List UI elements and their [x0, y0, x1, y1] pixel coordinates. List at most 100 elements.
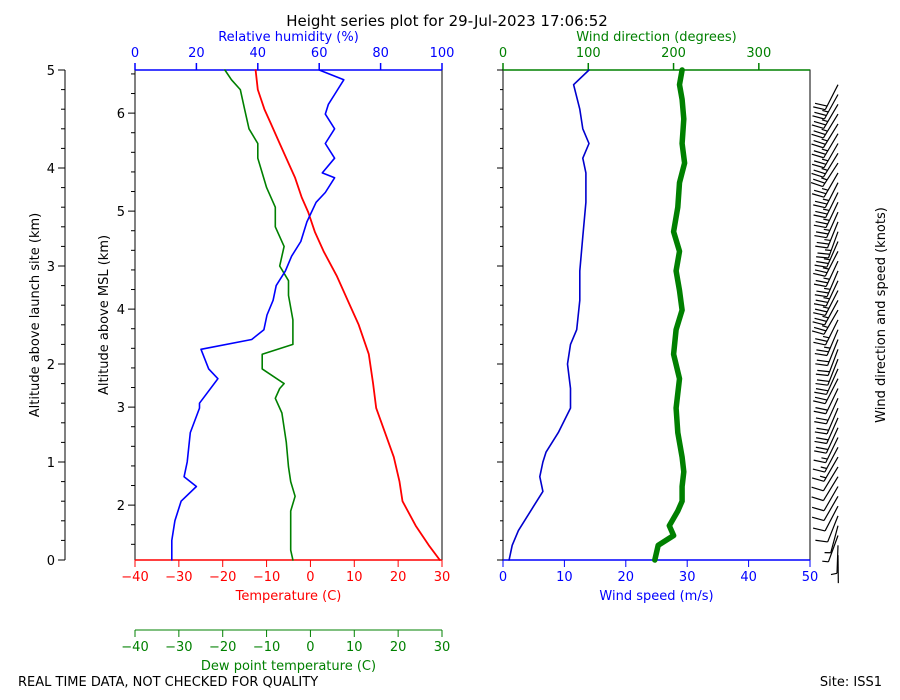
wind-speed-tick-label: 40 — [740, 570, 757, 585]
altitude-launch-label: Altitude above launch site (km) — [28, 213, 43, 417]
wind-barb-shaft — [825, 437, 839, 463]
quality-disclaimer: REAL TIME DATA, NOT CHECKED FOR QUALITY — [18, 675, 318, 690]
wind-barb-shaft — [827, 535, 839, 563]
dewpoint-tick-label: −10 — [253, 640, 280, 655]
launch-altitude-tick-label: 5 — [47, 64, 55, 79]
launch-altitude-tick-label: 0 — [47, 554, 55, 569]
wind-barb-flag — [814, 391, 827, 396]
wind-barb-flag — [813, 283, 827, 288]
wind-direction-line — [652, 67, 688, 563]
wind-barb-flag — [811, 133, 824, 139]
wind-barbs — [810, 84, 839, 584]
wind-barb-flag — [813, 178, 826, 184]
wind-barb-flag — [816, 256, 829, 259]
wind-barb-flag — [811, 163, 825, 169]
wind-barb-shaft — [830, 525, 839, 553]
wind-barb-shaft — [825, 280, 839, 307]
wind-barb-shaft — [825, 202, 839, 228]
wind-barb-flag — [815, 279, 828, 284]
wind-direction-tick-label: 200 — [661, 46, 686, 61]
wind-barb-shaft — [822, 123, 839, 149]
launch-altitude-tick-label: 4 — [47, 162, 55, 177]
wind-barb-flag — [813, 312, 826, 317]
wind-barb-flag — [822, 315, 829, 319]
thermo-panel: 0 1 2 3 4 5 2 3 4 5 6 −40 −30 −20 −10 0 10 20 30 −40 −30 −20 −… — [28, 30, 454, 674]
wind-barb-shaft — [822, 476, 839, 501]
humidity-tick-label: 100 — [430, 46, 455, 61]
wind-barb-flag — [816, 349, 829, 353]
wind-barb-flag — [822, 335, 830, 339]
wind-barb-shaft — [827, 358, 839, 386]
wind-barb-flag — [823, 228, 830, 231]
wind-barb-flag — [811, 124, 824, 130]
wind-barb-shaft — [823, 309, 839, 335]
wind-barb-shaft — [823, 103, 839, 129]
wind-barb-flag — [813, 204, 826, 209]
wind-barb-shaft — [822, 113, 839, 139]
wind-barb-flag — [821, 325, 829, 328]
wind-barb-flag — [812, 321, 825, 326]
dewpoint-tick-label: 30 — [434, 640, 451, 655]
wind-barb-flag — [814, 102, 828, 107]
wind-barb-shaft — [822, 466, 839, 492]
wind-barb-flag — [815, 539, 828, 543]
humidity-tick-label: 0 — [131, 46, 139, 61]
wind-barb-flag — [813, 169, 826, 175]
wind-plot-frame — [502, 69, 811, 561]
wind-direction-tick-label: 0 — [499, 46, 507, 61]
wind-barb-flag — [821, 128, 828, 132]
wind-barb-flag — [811, 516, 825, 522]
wind-barb-shaft — [826, 417, 839, 444]
wind-barb-flag — [813, 303, 827, 307]
wind-barb-flag — [822, 306, 830, 309]
wind-barb-flag — [815, 373, 829, 377]
wind-barb-shaft — [826, 241, 839, 268]
wind-barb-shaft — [826, 211, 839, 238]
wind-speed-tick-label: 50 — [802, 570, 819, 585]
wind-barb-shaft — [836, 545, 839, 574]
wind-barb-shaft — [823, 172, 839, 198]
humidity-tick-label: 60 — [311, 46, 328, 61]
wind-barb-flag — [821, 167, 828, 171]
wind-barb-shaft — [825, 398, 839, 425]
humidity-tick-label: 20 — [188, 46, 205, 61]
wind-direction-axis-label: Wind direction (degrees) — [576, 30, 736, 45]
figure-title: Height series plot for 29-Jul-2023 17:06… — [286, 12, 608, 30]
wind-barb-flag — [811, 496, 824, 502]
wind-barb-flag — [823, 218, 830, 221]
wind-barb-shaft — [826, 221, 839, 249]
wind-barb-flag — [814, 264, 827, 268]
wind-barb-shaft — [823, 456, 839, 482]
humidity-tick-label: 80 — [372, 46, 389, 61]
wind-barb-flag — [819, 475, 827, 479]
wind-barb-flag — [811, 193, 825, 198]
wind-barb-flag — [814, 269, 828, 274]
msl-altitude-tick-label: 6 — [117, 107, 125, 122]
wind-barb-flag — [817, 369, 830, 373]
wind-barb-shaft — [825, 388, 839, 414]
msl-altitude-tick-label: 5 — [117, 205, 125, 220]
wind-barb-shaft — [825, 368, 839, 395]
wind-barb-flag — [814, 234, 827, 239]
dewpoint-tick-label: 10 — [346, 640, 363, 655]
wind-barb-flag — [815, 407, 828, 411]
wind-speed-tick-label: 0 — [499, 570, 507, 585]
wind-barb-flag — [811, 486, 824, 492]
wind-speed-line — [508, 69, 590, 561]
wind-barb-flag — [813, 410, 826, 415]
wind-barb-flag — [814, 294, 828, 298]
temperature-line — [254, 69, 441, 561]
wind-barb-flag — [816, 379, 830, 383]
wind-barb-flag — [815, 338, 828, 342]
wind-barb-shaft — [825, 192, 839, 218]
wind-barb-flag — [813, 272, 826, 277]
msl-altitude-tick-label: 2 — [117, 499, 125, 514]
wind-barb-flag — [815, 388, 829, 392]
wind-barb-flag — [822, 198, 830, 202]
temperature-tick-label: 0 — [306, 570, 314, 585]
wind-barb-flag — [814, 317, 827, 322]
wind-barb-flag — [812, 115, 825, 120]
wind-barb-flag — [823, 346, 831, 349]
wind-barb-flag — [815, 382, 828, 386]
